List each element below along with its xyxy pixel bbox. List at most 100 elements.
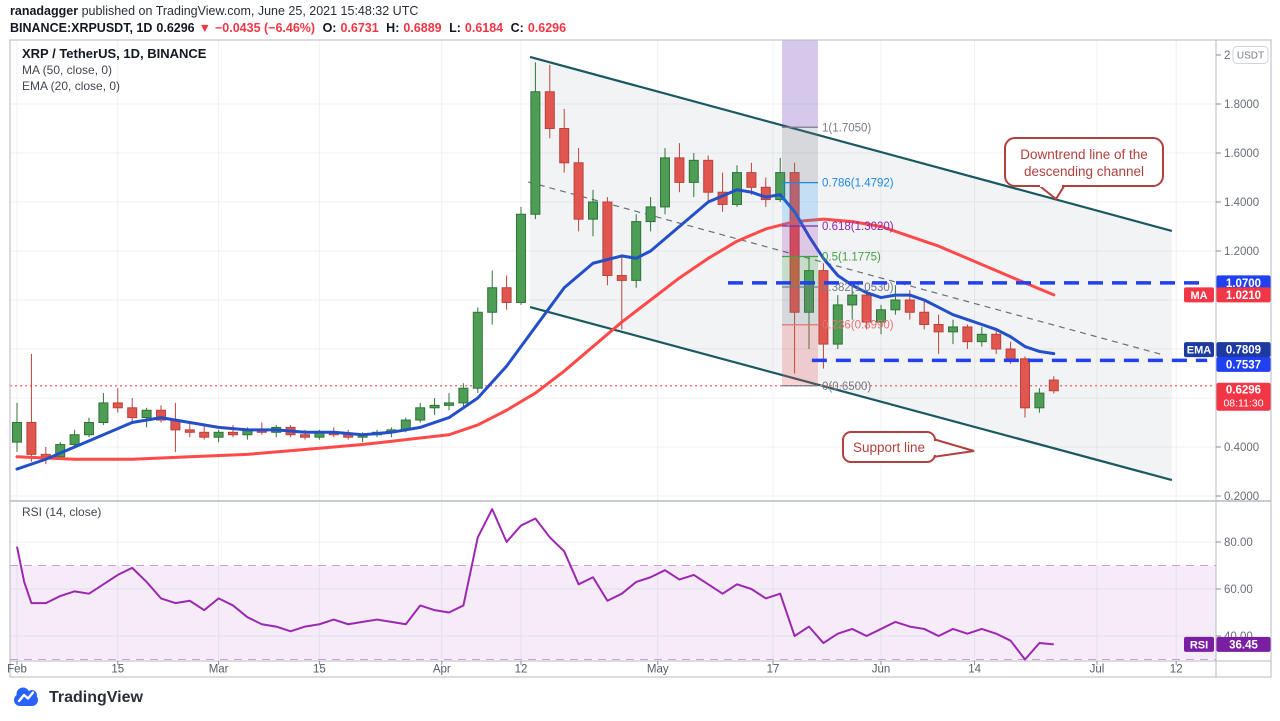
candle [847,285,858,320]
candle [544,64,555,139]
rsi-axis-label: 60.00 [1224,584,1253,596]
time-axis[interactable]: Feb 15 Mar 15 Apr 12 May 17 Jun 14 Jul 12 [7,661,1183,676]
candle [228,424,238,438]
candle [976,326,987,347]
candle-body [127,407,138,419]
candle [818,263,829,369]
axis-value-badge[interactable] [1216,636,1271,652]
candle [127,398,138,423]
candle-body [415,407,426,421]
fib-level-label: 0.5(1.1775) [822,252,881,264]
candles [12,62,1059,465]
low-value: 0.6184 [464,21,504,35]
candle [415,402,426,423]
candle-body [962,326,973,343]
time-axis-label: Apr [433,664,451,676]
axis-value-badge[interactable] [1216,275,1271,291]
price-axis-label: 1.6000 [1224,148,1259,160]
fib-level-label: 0.786(1.4792) [822,178,894,190]
candle [861,290,872,330]
fib-level-label: 0.382(1.0530) [822,282,894,294]
fib-retracement[interactable]: 1(1.7050) 0.786(1.4792) 0.618(1.3020) 0.5(1… [782,40,894,393]
badge-value: 1.0210 [1226,290,1261,302]
time-axis-label: Jun [872,664,891,676]
callout-downtrend-text-line2: descending channel [1024,164,1144,179]
rsi-legend: RSI (14, close) [22,505,102,519]
ma50-line [15,217,1056,461]
candle-body [501,287,512,303]
ema-source-badge[interactable] [1184,342,1214,358]
fib-band [782,127,818,183]
header: ranadagger published on TradingView.com,… [10,3,570,36]
candle [616,255,627,330]
candle [588,189,598,237]
descending-channel[interactable] [528,55,1173,482]
down-arrow-icon: ▼ [198,21,211,35]
chart-legend: XRP / TetherUS, 1D, BINANCE MA (50, clos… [22,46,206,93]
symbol-label: BINANCE:XRPUSDT, 1D [10,21,153,35]
candle-body [674,157,685,183]
chart-title: XRP / TetherUS, 1D, BINANCE [22,46,207,61]
time-axis-label: May [647,664,669,676]
candle-body [69,434,80,446]
open-value: 0.6731 [340,21,379,35]
axis-value-badge[interactable] [1216,382,1271,411]
candle [573,148,584,232]
candle [674,143,685,193]
candle-body [890,299,901,311]
candle [1034,388,1045,413]
fib-band [782,182,818,227]
candle [703,155,714,202]
candle-body [760,186,771,201]
ema-legend: EMA (20, close, 0) [22,79,121,93]
callout-downtrend-text-line1: Downtrend line of the [1020,147,1148,162]
support-resistance-dashed-lines[interactable] [728,281,1208,363]
tradingview-brand: TradingView [12,686,143,710]
badge-label: EMA [1187,345,1212,357]
candle-body [746,172,757,188]
candle [962,324,973,349]
candle [688,153,699,198]
candle [141,407,152,428]
candle-body [213,431,224,438]
rsi-source-badge[interactable] [1184,636,1214,652]
callout-downtrend[interactable]: Downtrend line of the descending channel [1004,137,1164,201]
price-axis-label: 1.8000 [1224,99,1259,111]
publish-line: ranadagger published on TradingView.com,… [10,3,570,19]
time-axis-label: 14 [968,664,981,676]
fib-level-label: 0.618(1.3020) [822,221,894,233]
candle-body [602,201,613,276]
candle [602,197,613,286]
ma-source-badge[interactable] [1184,287,1214,303]
tradingview-brand-text: TradingView [49,689,143,706]
candle-body [645,206,656,223]
candle-body [616,275,627,281]
channel-support-line[interactable] [529,306,1173,482]
candle-body [703,159,714,193]
candle [631,214,642,288]
axis-value-badge[interactable] [1216,287,1271,303]
candle-body [199,431,210,438]
time-axis-label: Mar [209,664,229,676]
candle-body [1034,392,1045,409]
candle [429,398,440,416]
author-name: ranadagger [10,4,79,18]
callout-support-text: Support line [853,440,925,455]
candle [156,405,166,423]
axis-value-badge[interactable] [1216,356,1271,372]
close-label: C: [510,21,524,35]
channel-downtrend-line[interactable] [529,55,1173,232]
candle-body [775,172,786,201]
candle-body [919,311,930,325]
candle-body [487,287,498,313]
axis-value-badge[interactable] [1216,342,1271,358]
candle-body [429,404,440,409]
price-axis[interactable]: 2 USDT 1.8000 1.6000 1.4000 1.2000 0.4000 0.200… [1184,46,1271,652]
callout-support[interactable]: Support line [842,431,975,463]
candle [501,275,512,310]
candle-body [458,387,469,404]
rsi-pane [10,508,1216,661]
close-value: 0.6296 [527,21,567,35]
candle [530,62,541,220]
